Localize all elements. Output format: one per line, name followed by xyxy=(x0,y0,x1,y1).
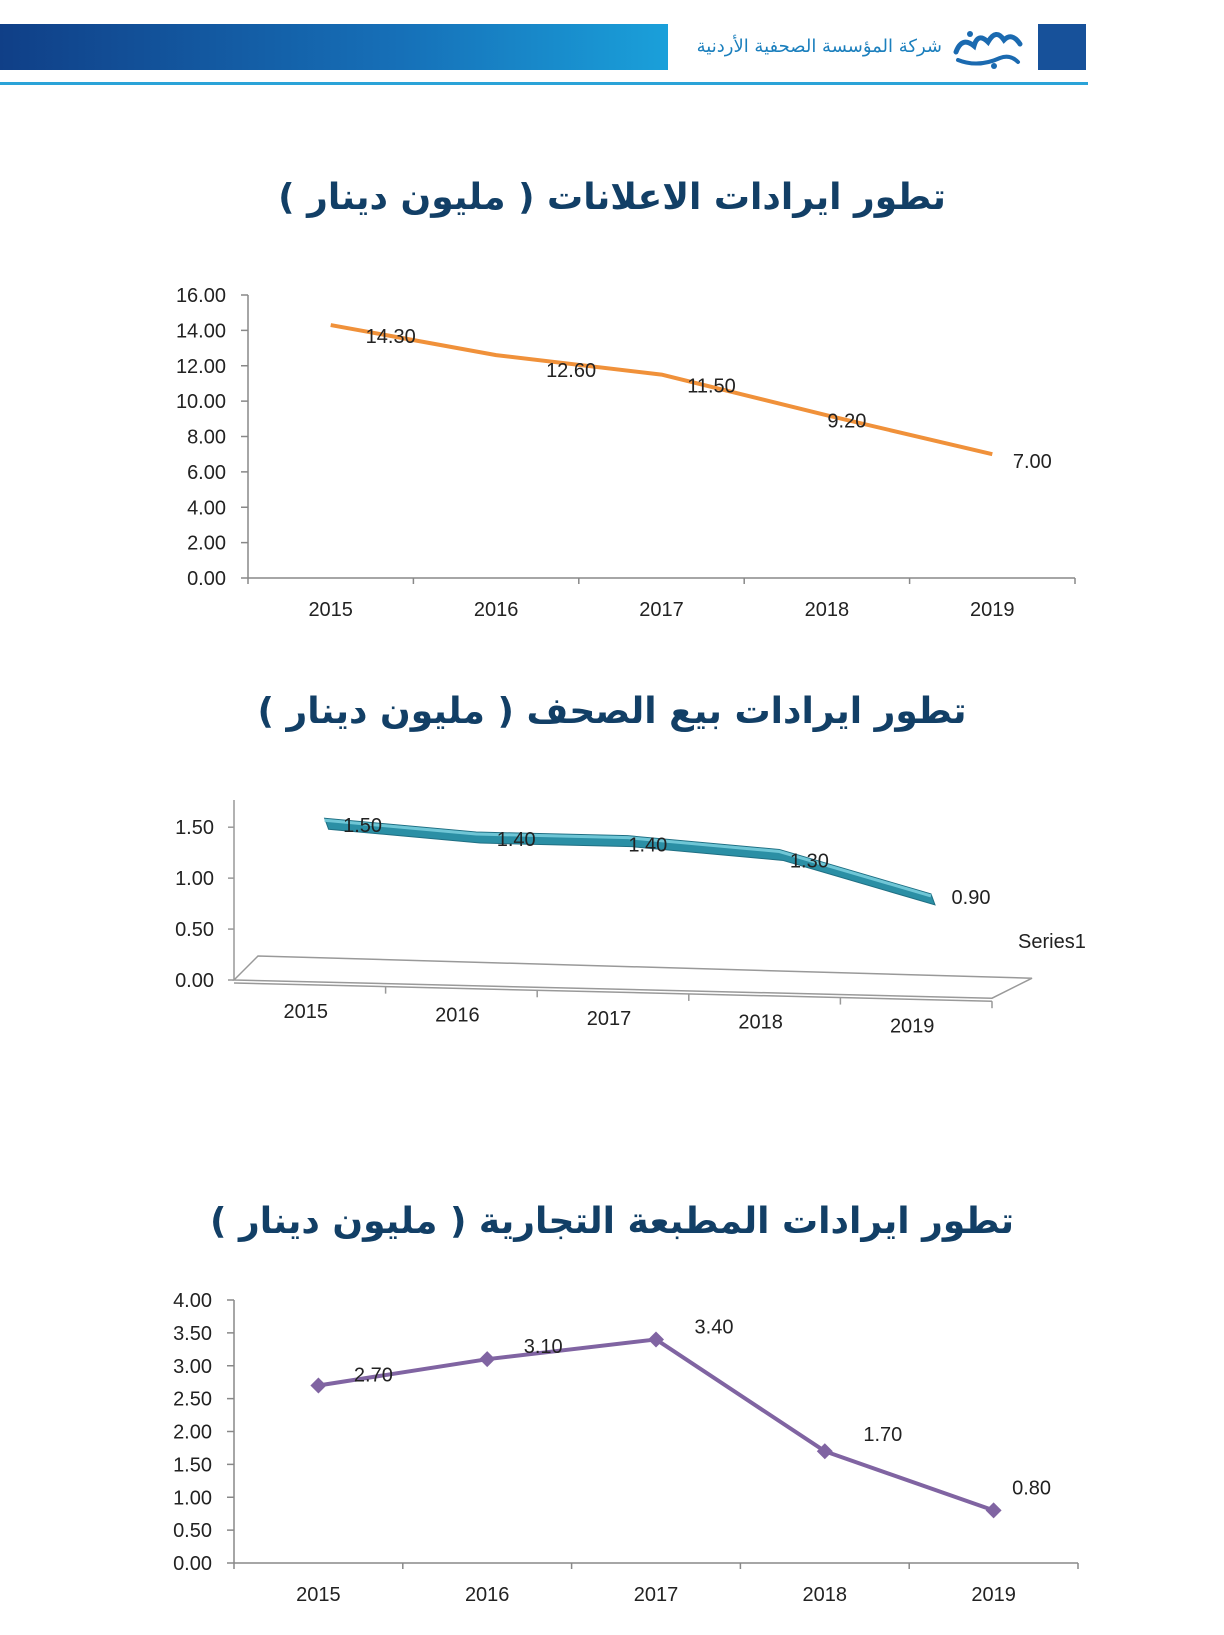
data-label: 3.10 xyxy=(524,1336,563,1358)
header-gradient-bar xyxy=(0,24,668,70)
company-name: شركة المؤسسة الصحفية الأردنية xyxy=(696,36,942,57)
y-tick-label: 4.00 xyxy=(173,1290,212,1312)
header-divider-line xyxy=(0,82,1088,85)
x-tick-label: 2017 xyxy=(639,599,684,621)
legend-series-label: Series1 xyxy=(1018,931,1086,953)
x-tick-label: 2018 xyxy=(738,1012,783,1034)
x-tick-label: 2016 xyxy=(435,1004,480,1026)
y-tick-label: 8.00 xyxy=(187,427,226,449)
y-tick-label: 1.50 xyxy=(173,1454,212,1476)
diamond-marker xyxy=(985,1502,1002,1519)
data-label: 9.20 xyxy=(827,410,866,432)
data-label: 7.00 xyxy=(1013,451,1052,473)
data-label: 2.70 xyxy=(354,1364,393,1386)
chart-1-advertising-revenue: 0.00 2.00 4.00 6.00 8.00 10.00 12.00 14.00 16.00… xyxy=(176,285,1076,621)
y-tick-label: 6.00 xyxy=(187,462,226,484)
x-tick-label: 2016 xyxy=(465,1584,510,1606)
data-label: 12.60 xyxy=(546,360,596,382)
x-tick-label: 2019 xyxy=(890,1015,935,1037)
y-tick-label: 4.00 xyxy=(187,497,226,519)
series-ribbon-highlight xyxy=(324,818,932,898)
data-label: 1.40 xyxy=(497,829,536,851)
x-tick-label: 2017 xyxy=(587,1008,632,1030)
series-line-advertising xyxy=(330,323,993,457)
y-tick-label: 0.00 xyxy=(175,970,214,992)
data-label: 0.90 xyxy=(952,887,991,909)
y-tick-label: 2.00 xyxy=(187,533,226,555)
data-label: 1.40 xyxy=(628,835,667,857)
data-label: 14.30 xyxy=(366,326,416,348)
newspaper-logo-icon xyxy=(953,31,1023,69)
diamond-marker xyxy=(816,1443,833,1460)
x-tick-label: 2017 xyxy=(634,1584,679,1606)
chart-3-title: تطور ايرادات المطبعة التجارية ( مليون دي… xyxy=(209,1201,1014,1242)
y-tick-label: 1.00 xyxy=(175,868,214,890)
x-tick-label: 2015 xyxy=(284,1001,329,1023)
y-tick-label: 0.00 xyxy=(187,568,226,590)
y-tick-label: 3.00 xyxy=(173,1356,212,1378)
diamond-marker xyxy=(648,1331,664,1348)
x-tick-label: 2015 xyxy=(308,599,353,621)
x-axis-line xyxy=(233,982,993,1002)
y-tick-label: 2.00 xyxy=(173,1422,212,1444)
x-tick-label: 2019 xyxy=(970,599,1015,621)
chart-floor xyxy=(232,955,1033,999)
header-accent-block xyxy=(1038,24,1086,70)
x-tick-label: 2016 xyxy=(474,599,519,621)
y-tick-label: 2.50 xyxy=(173,1389,212,1411)
chart-2-newspaper-sales-revenue: 0.00 0.50 1.00 1.50 2015 2016 2017 2018 2019 1.50… xyxy=(175,800,1086,1037)
y-tick-label: 3.50 xyxy=(173,1323,212,1345)
data-label: 11.50 xyxy=(687,376,736,398)
y-tick-label: 0.00 xyxy=(173,1553,212,1575)
y-tick-label: 1.50 xyxy=(175,817,214,839)
diamond-marker xyxy=(310,1377,327,1394)
series-ribbon-newspaper-sales xyxy=(323,817,936,906)
x-tick-label: 2015 xyxy=(296,1584,341,1606)
y-tick-label: 0.50 xyxy=(173,1520,212,1542)
data-label: 1.30 xyxy=(790,851,829,873)
data-label: 0.80 xyxy=(1012,1477,1051,1499)
data-label: 1.50 xyxy=(343,815,382,837)
chart-1-title: تطور ايرادات الاعلانات ( مليون دينار ) xyxy=(278,177,946,218)
y-tick-label: 16.00 xyxy=(176,285,226,307)
chart-3-printing-press-revenue: 0.00 0.50 1.00 1.50 2.00 2.50 3.00 3.50 4.00 2015… xyxy=(173,1290,1079,1606)
x-tick-label: 2018 xyxy=(803,1584,848,1606)
y-tick-label: 10.00 xyxy=(176,391,226,413)
diamond-marker xyxy=(479,1351,496,1368)
y-tick-label: 0.50 xyxy=(175,919,214,941)
x-tick-label: 2019 xyxy=(971,1584,1016,1606)
chart-2-title: تطور ايرادات بيع الصحف ( مليون دينار ) xyxy=(257,691,967,732)
y-tick-label: 12.00 xyxy=(176,356,226,378)
y-tick-label: 1.00 xyxy=(173,1487,212,1509)
x-tick-label: 2018 xyxy=(805,599,850,621)
data-label: 3.40 xyxy=(695,1316,734,1338)
data-label: 1.70 xyxy=(863,1424,902,1446)
y-tick-label: 14.00 xyxy=(176,320,226,342)
